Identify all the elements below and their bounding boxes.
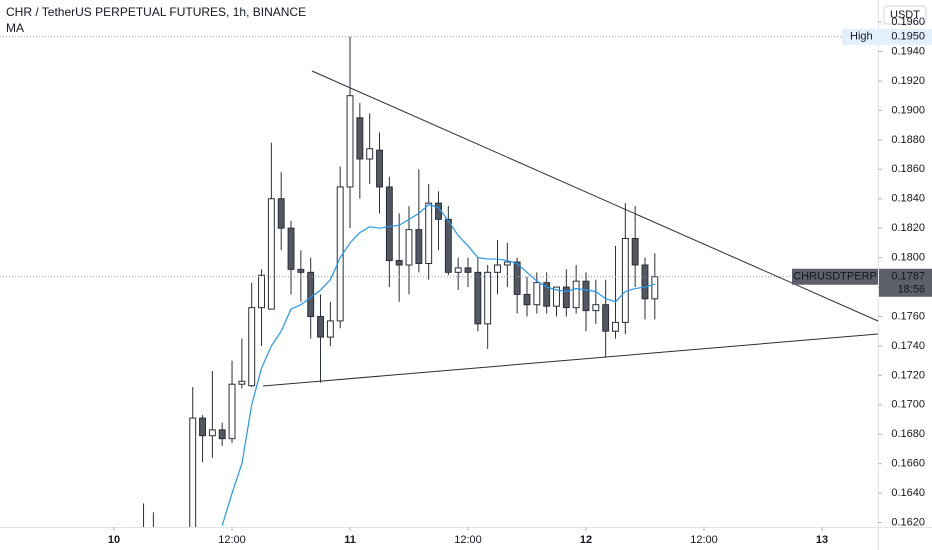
y-tick-label: 0.1960: [891, 16, 925, 28]
candle-body: [248, 307, 256, 387]
candle-body: [199, 417, 206, 437]
candle-body: [150, 545, 156, 550]
x-tick-label: 13: [816, 534, 828, 546]
y-tick-label: 0.1840: [891, 193, 925, 205]
trend-line-lower: [262, 333, 879, 387]
candle-body: [267, 198, 275, 310]
candle-body: [641, 264, 649, 300]
candle-body: [346, 95, 354, 188]
y-tick-label: 0.1740: [891, 340, 925, 352]
candle-body: [228, 383, 236, 440]
high-label-box: [842, 28, 932, 45]
y-tick-label: 0.1680: [891, 428, 925, 440]
candle-body: [395, 260, 403, 266]
candle-body: [523, 293, 531, 306]
candle-body: [258, 274, 265, 309]
candle-body: [474, 271, 482, 325]
candle-body: [376, 149, 383, 188]
candle-body: [415, 229, 423, 264]
x-tick-label: 12:00: [690, 534, 718, 546]
candle-body: [513, 261, 521, 295]
candle-body: [572, 280, 580, 309]
candle-body: [503, 261, 511, 266]
y-tick-label: 0.1940: [891, 45, 925, 57]
symbol-label-box: [792, 268, 878, 285]
currency-box: [883, 5, 927, 25]
y-tick-label: 0.1760: [891, 310, 925, 322]
candle-body: [366, 148, 374, 160]
candle-body: [562, 286, 570, 309]
x-tick-label: 11: [344, 534, 356, 546]
chart-title: CHR / TetherUS PERPETUAL FUTURES, 1h, BI…: [6, 5, 306, 19]
y-tick-label: 0.1900: [891, 104, 925, 116]
candle-body: [533, 282, 541, 306]
x-tick-label: 10: [108, 534, 120, 546]
x-tick-label: 12:00: [218, 534, 246, 546]
y-tick-label: 0.1920: [891, 75, 925, 87]
price-label: 0.1787: [891, 271, 925, 283]
high-label: High: [850, 31, 873, 43]
price-label-box: [879, 268, 932, 297]
candle-body: [612, 321, 619, 332]
y-tick-label: 0.1700: [891, 399, 925, 411]
candle-body: [444, 218, 452, 273]
candle-body: [405, 229, 413, 266]
countdown-label: 18:56: [897, 284, 925, 296]
currency-label: USDT: [890, 9, 920, 21]
candle-body: [494, 264, 501, 273]
plot-area: [0, 36, 878, 550]
candle-body: [582, 280, 590, 312]
candle-body: [385, 186, 393, 262]
candle-body: [425, 202, 433, 264]
ma-line: [221, 203, 655, 526]
y-tick-label: 0.1620: [891, 516, 925, 528]
candle-body: [356, 117, 364, 160]
y-tick-label: 0.1720: [891, 369, 925, 381]
candle-body: [189, 417, 197, 527]
candle-body: [621, 237, 629, 323]
candle-body: [651, 276, 659, 300]
candle-body: [208, 429, 216, 437]
candle-body: [464, 267, 472, 273]
candle-body: [631, 237, 639, 266]
y-tick-label: 0.1660: [891, 458, 925, 470]
y-tick-label: 0.1860: [891, 163, 925, 175]
candle-body: [277, 198, 285, 229]
candle-body: [238, 380, 246, 385]
candle-body: [287, 227, 295, 270]
candle-body: [141, 534, 147, 544]
indicator-legend: MA: [6, 21, 24, 35]
high-value-label: 0.1950: [891, 31, 925, 43]
y-tick-label: 0.1640: [891, 487, 925, 499]
candle-body: [602, 304, 610, 332]
x-tick-label: 12:00: [454, 534, 482, 546]
y-tick-label: 0.1880: [891, 134, 925, 146]
candle-body: [484, 271, 492, 325]
candle-body: [297, 268, 305, 273]
candle-body: [543, 282, 551, 307]
candle-body: [218, 429, 226, 440]
candle-body: [317, 315, 324, 338]
symbol-label: CHRUSDTPERP: [793, 271, 877, 283]
candle-body: [454, 267, 462, 273]
x-tick-label: 12: [580, 534, 592, 546]
trend-line-upper: [311, 70, 879, 322]
candle-body: [307, 271, 315, 317]
y-tick-label: 0.1800: [891, 252, 925, 264]
candle-body: [592, 304, 600, 312]
candle-body: [326, 320, 334, 338]
y-tick-label: 0.1820: [891, 222, 925, 234]
candle-body: [553, 286, 560, 307]
